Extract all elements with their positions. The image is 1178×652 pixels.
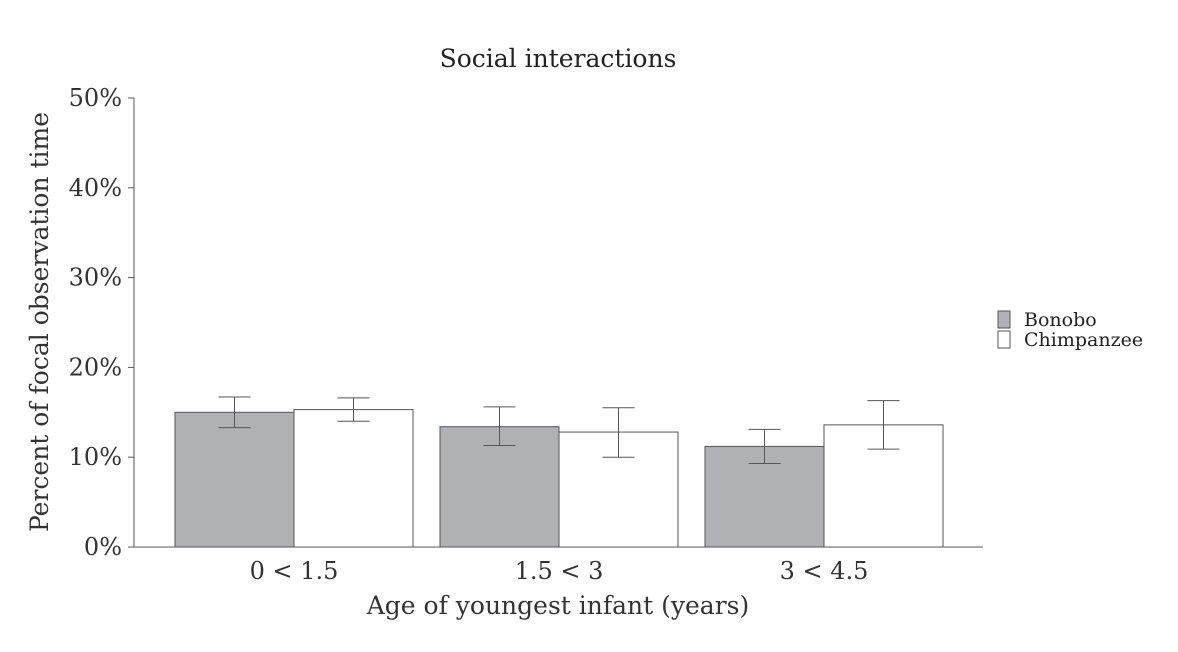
bar-chimpanzee-0 — [293, 409, 414, 548]
x-tick-label: 3 < 4.5 — [780, 557, 869, 585]
x-axis-label: Age of youngest infant (years) — [366, 591, 750, 620]
y-tick-label: 50% — [69, 84, 122, 112]
y-tick-label: 30% — [69, 264, 122, 292]
y-tick-label: 10% — [69, 443, 122, 471]
bar-chimpanzee-2 — [823, 424, 944, 548]
legend-swatch — [997, 330, 1011, 349]
y-ticks: 0% 10% 20% 30% 40% 50% — [69, 84, 134, 561]
y-axis-label: Percent of focal observation time — [25, 112, 54, 532]
chart-title: Social interactions — [440, 44, 677, 73]
error-bar-bonobo-2 — [748, 428, 781, 464]
bars — [174, 409, 944, 548]
bar-bonobo-0 — [174, 411, 295, 548]
error-bar-bonobo-1 — [483, 406, 516, 447]
legend-item-chimpanzee: Chimpanzee — [997, 329, 1143, 351]
legend-swatch — [997, 310, 1011, 329]
x-ticks: 0 < 1.5 1.5 < 3 3 < 4.5 — [250, 557, 869, 585]
legend-label: Chimpanzee — [1024, 329, 1143, 351]
legend-label: Bonobo — [1024, 309, 1097, 331]
y-tick-label: 0% — [84, 533, 122, 561]
bar-bonobo-1 — [439, 426, 560, 548]
x-tick-label: 1.5 < 3 — [515, 557, 604, 585]
legend-item-bonobo: Bonobo — [997, 309, 1097, 331]
error-bar-chimpanzee-0 — [337, 397, 370, 422]
error-bar-chimpanzee-1 — [602, 407, 635, 458]
error-bars — [218, 396, 900, 464]
x-tick-label: 0 < 1.5 — [250, 557, 339, 585]
y-tick-label: 40% — [69, 174, 122, 202]
error-bar-chimpanzee-2 — [867, 400, 900, 450]
error-bar-bonobo-0 — [218, 396, 251, 429]
y-tick-label: 20% — [69, 353, 122, 381]
plot-area: 0% 10% 20% 30% 40% 50% 0 < 1.5 1.5 < 3 3 < 4.5 — [69, 84, 983, 585]
